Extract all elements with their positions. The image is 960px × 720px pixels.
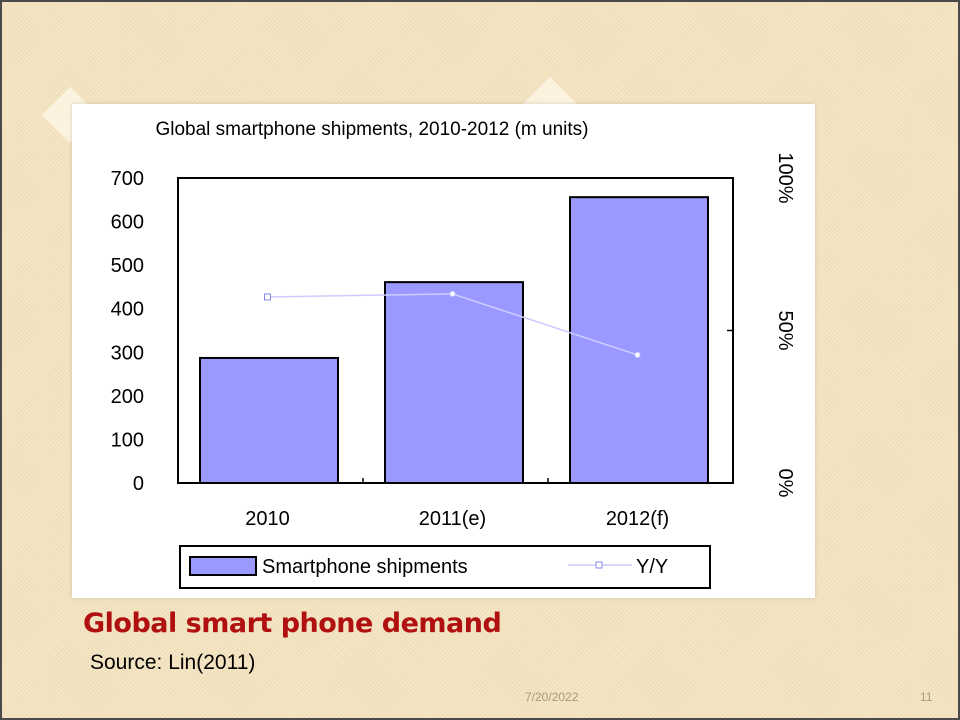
chart: Global smartphone shipments, 2010-2012 (… [111, 119, 796, 589]
y-tick-label: 0 [133, 473, 144, 495]
yy-point [264, 293, 271, 301]
bar-2011(e) [384, 281, 524, 484]
y-tick-label: 100 [111, 429, 144, 451]
x-tick-label: 2011(e) [419, 508, 486, 530]
source-text: Source: Lin(2011) [90, 651, 256, 674]
y2-tick-label: 100% [774, 152, 796, 203]
y-tick-label: 400 [111, 299, 144, 321]
slide-caption: Global smart phone demand [83, 608, 502, 639]
y-tick-label: 700 [111, 168, 144, 190]
x-tick-label: 2010 [245, 508, 290, 530]
legend-label-shipments: Smartphone shipments [262, 556, 468, 578]
chart-title: Global smartphone shipments, 2010-2012 (… [155, 119, 588, 140]
page-number: 11 [920, 690, 933, 704]
legend-bar-swatch [189, 556, 257, 576]
y-tick-label: 300 [111, 342, 144, 364]
y-tick-label: 600 [111, 212, 144, 234]
legend-line-marker [595, 561, 603, 569]
y-tick-label: 500 [111, 255, 144, 277]
slide-date: 7/20/2022 [525, 690, 579, 704]
legend-label-yy: Y/Y [636, 556, 668, 578]
yy-point [449, 290, 456, 297]
legend-box [179, 545, 711, 589]
bar-2010 [199, 356, 339, 484]
x-tick-label: 2012(f) [606, 508, 669, 530]
y2-tick-label: 0% [774, 469, 796, 498]
chart-image: Global smartphone shipments, 2010-2012 (… [72, 104, 815, 598]
yy-point [634, 351, 641, 358]
y-tick-label: 200 [111, 386, 144, 408]
y2-tick-label: 50% [774, 310, 796, 350]
